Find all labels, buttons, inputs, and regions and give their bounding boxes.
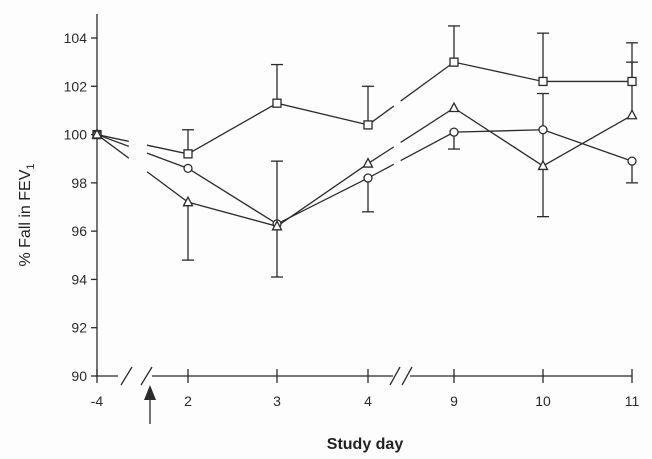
square-marker (538, 76, 548, 87)
circle-marker (627, 156, 637, 166)
y-tick-label: 102 (64, 78, 88, 94)
series-circle-line (146, 152, 369, 225)
data-markers (91, 57, 638, 231)
x-tick-label: 10 (535, 393, 551, 409)
series-circle-line (400, 129, 633, 162)
y-tick-label: 96 (71, 223, 87, 239)
x-tick-label: -4 (91, 393, 104, 409)
x-tick-label: 3 (273, 393, 281, 409)
tick-labels: 90 92 94 96 98 100 102 104 -4 2 3 4 9 10 11 (64, 30, 640, 409)
square-marker (449, 57, 459, 67)
series-square-line (400, 61, 632, 102)
triangle-marker (626, 108, 638, 120)
x-tick-label: 4 (364, 393, 372, 409)
triangle-marker (448, 101, 460, 113)
series-circle-line (367, 163, 395, 179)
square-marker (627, 76, 637, 87)
dose-arrow-head (144, 385, 156, 400)
axis-break-mark (120, 366, 133, 386)
circle-marker (183, 163, 193, 174)
series-circle-line (96, 133, 130, 148)
axis-break-mark (389, 366, 401, 386)
square-marker (272, 98, 282, 108)
series-triangle-line (400, 107, 633, 167)
x-tick-label: 11 (625, 393, 640, 409)
series-triangle-line (367, 146, 395, 165)
series-triangle-line (146, 163, 369, 228)
circle-marker (538, 125, 548, 135)
triangle-marker (537, 159, 549, 171)
error-bars (182, 25, 638, 278)
circle-marker (449, 127, 459, 137)
y-tick-label: 98 (71, 175, 87, 191)
axis-break-mark (401, 366, 413, 386)
y-tick-label: 94 (71, 271, 87, 287)
y-tick-label: 90 (71, 368, 87, 384)
triangle-marker (182, 195, 194, 207)
y-tick-label: 104 (64, 30, 88, 46)
y-tick-label: 92 (71, 320, 87, 336)
y-axis-label: % Fall in FEV1 (17, 163, 37, 266)
square-marker (183, 149, 193, 159)
series-square-line (146, 102, 369, 155)
triangle-marker (91, 128, 103, 139)
triangle-marker (271, 219, 283, 231)
y-tick-label: 100 (64, 127, 88, 143)
x-axis-label: Study day (327, 436, 404, 453)
triangle-marker (362, 157, 374, 168)
square-marker (363, 120, 373, 130)
circle-marker (363, 173, 373, 183)
axis-break-mark (140, 366, 153, 386)
axes (91, 14, 633, 424)
x-tick-label: 2 (184, 393, 192, 409)
x-tick-label: 9 (450, 393, 458, 409)
series-square-line (96, 133, 129, 142)
